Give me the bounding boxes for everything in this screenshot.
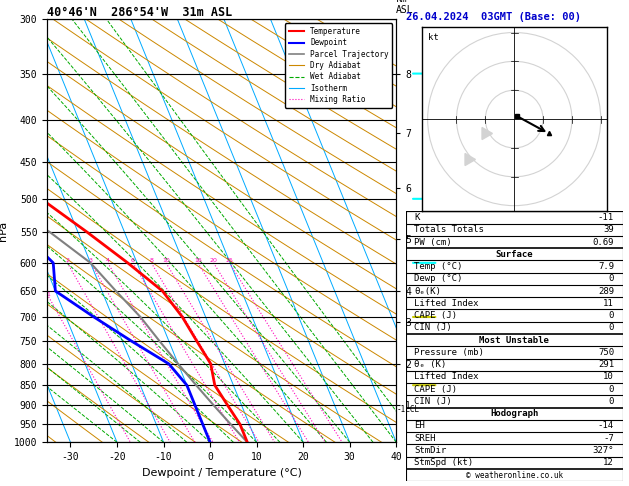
Text: Totals Totals: Totals Totals: [415, 226, 484, 234]
Text: Dewp (°C): Dewp (°C): [415, 274, 463, 283]
Text: 0: 0: [609, 323, 614, 332]
Text: 6: 6: [131, 258, 135, 263]
Text: EH: EH: [415, 421, 425, 431]
Text: PW (cm): PW (cm): [415, 238, 452, 246]
Text: CIN (J): CIN (J): [415, 323, 452, 332]
Text: 12: 12: [603, 458, 614, 467]
Text: 20: 20: [209, 258, 218, 263]
Text: 10: 10: [162, 258, 170, 263]
Text: 8: 8: [150, 258, 153, 263]
Text: Hodograph: Hodograph: [490, 409, 538, 418]
Text: CAPE (J): CAPE (J): [415, 385, 457, 394]
Text: -14: -14: [598, 421, 614, 431]
Text: 2: 2: [65, 258, 69, 263]
Text: -11: -11: [598, 213, 614, 222]
Text: Most Unstable: Most Unstable: [479, 336, 549, 345]
Text: StmSpd (kt): StmSpd (kt): [415, 458, 474, 467]
Text: -7: -7: [603, 434, 614, 443]
Text: 10: 10: [603, 372, 614, 382]
Text: Lifted Index: Lifted Index: [415, 372, 479, 382]
Text: CIN (J): CIN (J): [415, 397, 452, 406]
Text: 1: 1: [47, 292, 50, 297]
Text: 39: 39: [603, 226, 614, 234]
Text: 0: 0: [609, 385, 614, 394]
Text: 327°: 327°: [593, 446, 614, 455]
Text: Surface: Surface: [496, 250, 533, 259]
Text: km
ASL: km ASL: [396, 0, 414, 15]
Text: 0: 0: [609, 274, 614, 283]
Text: 40°46'N  286°54'W  31m ASL: 40°46'N 286°54'W 31m ASL: [47, 6, 233, 19]
Text: 0: 0: [609, 397, 614, 406]
Text: 291: 291: [598, 360, 614, 369]
Text: kt: kt: [428, 33, 438, 41]
Text: CAPE (J): CAPE (J): [415, 311, 457, 320]
Text: Pressure (mb): Pressure (mb): [415, 348, 484, 357]
Text: Temp (°C): Temp (°C): [415, 262, 463, 271]
Text: K: K: [415, 213, 420, 222]
Text: 4: 4: [106, 258, 110, 263]
Text: StmDir: StmDir: [415, 446, 447, 455]
Text: SREH: SREH: [415, 434, 436, 443]
Text: 289: 289: [598, 287, 614, 295]
Text: 0: 0: [609, 311, 614, 320]
Text: θₑ(K): θₑ(K): [415, 287, 442, 295]
Text: 16: 16: [194, 258, 202, 263]
Text: 25: 25: [226, 258, 233, 263]
Text: θₑ (K): θₑ (K): [415, 360, 447, 369]
Y-axis label: hPa: hPa: [0, 221, 8, 241]
Text: 3: 3: [89, 258, 92, 263]
Text: 26.04.2024  03GMT (Base: 00): 26.04.2024 03GMT (Base: 00): [406, 12, 581, 22]
Text: -1LCL: -1LCL: [396, 405, 420, 414]
Text: 11: 11: [603, 299, 614, 308]
Text: Lifted Index: Lifted Index: [415, 299, 479, 308]
Text: 750: 750: [598, 348, 614, 357]
Text: © weatheronline.co.uk: © weatheronline.co.uk: [465, 470, 563, 480]
Text: 7.9: 7.9: [598, 262, 614, 271]
Legend: Temperature, Dewpoint, Parcel Trajectory, Dry Adiabat, Wet Adiabat, Isotherm, Mi: Temperature, Dewpoint, Parcel Trajectory…: [285, 23, 392, 107]
X-axis label: Dewpoint / Temperature (°C): Dewpoint / Temperature (°C): [142, 468, 302, 478]
Text: 0.69: 0.69: [593, 238, 614, 246]
